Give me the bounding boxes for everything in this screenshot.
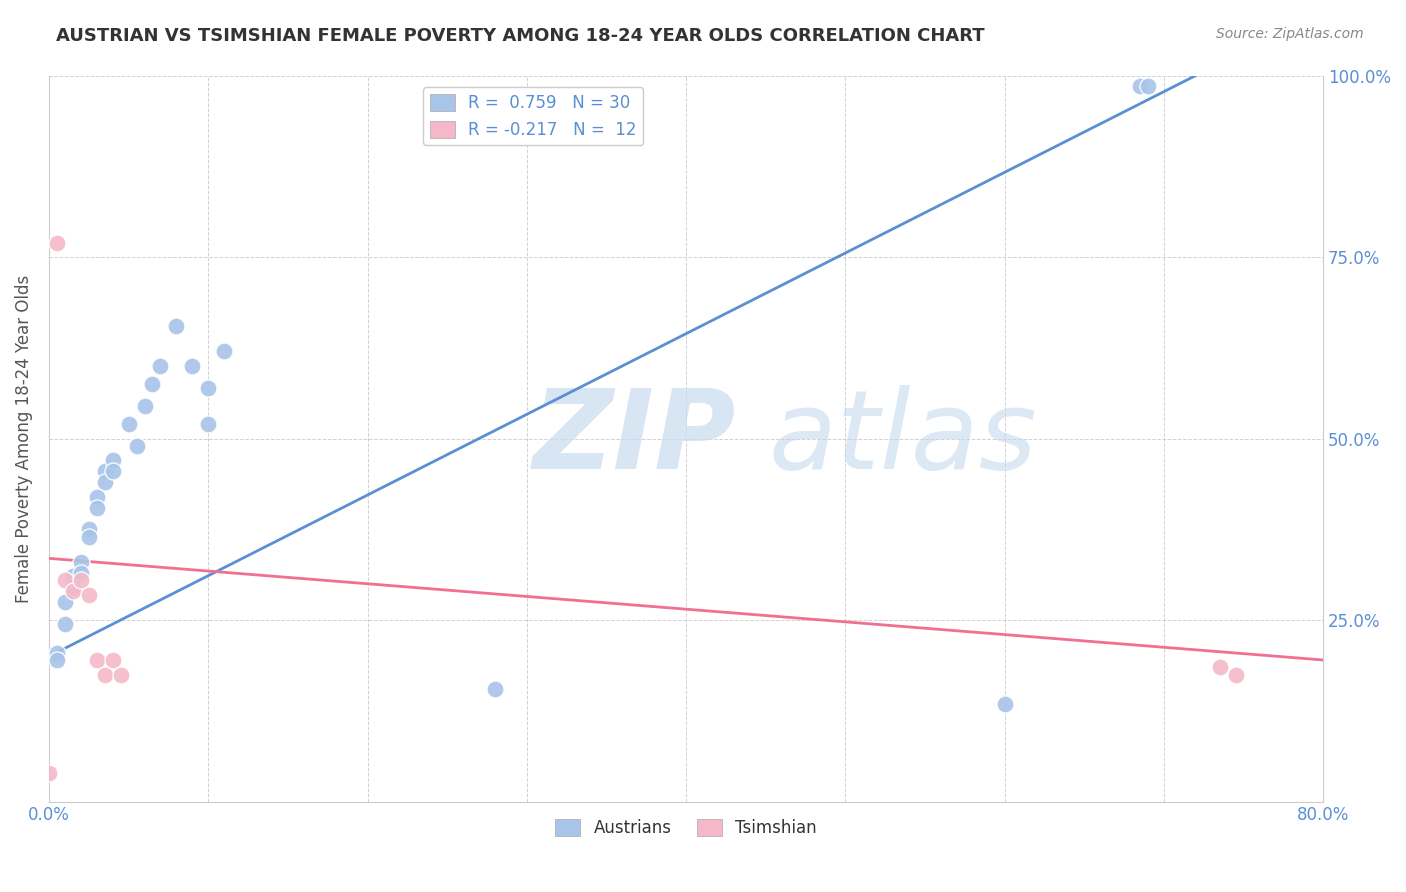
Point <box>197 381 219 395</box>
Point <box>45 646 67 660</box>
Y-axis label: Female Poverty Among 18-24 Year Olds: Female Poverty Among 18-24 Year Olds <box>15 275 32 603</box>
Point <box>134 399 156 413</box>
Point <box>77 530 100 544</box>
Point <box>77 588 100 602</box>
Point <box>165 318 187 333</box>
Point <box>69 566 91 580</box>
Point <box>149 359 172 373</box>
Point <box>86 490 108 504</box>
Point <box>62 584 84 599</box>
Point <box>53 616 76 631</box>
Point <box>77 522 100 536</box>
Point <box>45 235 67 250</box>
Point <box>62 581 84 595</box>
Point <box>86 500 108 515</box>
Point <box>484 681 506 696</box>
Point <box>117 417 139 431</box>
Point <box>181 359 204 373</box>
Point <box>53 573 76 587</box>
Point <box>141 377 163 392</box>
Point <box>1136 79 1159 94</box>
Text: ZIP: ZIP <box>533 385 737 492</box>
Text: atlas: atlas <box>769 385 1038 492</box>
Point <box>212 344 235 359</box>
Text: Source: ZipAtlas.com: Source: ZipAtlas.com <box>1216 27 1364 41</box>
Point <box>45 653 67 667</box>
Point <box>1225 667 1247 681</box>
Text: AUSTRIAN VS TSIMSHIAN FEMALE POVERTY AMONG 18-24 YEAR OLDS CORRELATION CHART: AUSTRIAN VS TSIMSHIAN FEMALE POVERTY AMO… <box>56 27 984 45</box>
Point <box>38 765 60 780</box>
Point <box>125 439 148 453</box>
Legend: Austrians, Tsimshian: Austrians, Tsimshian <box>548 813 824 844</box>
Point <box>53 595 76 609</box>
Point <box>110 667 132 681</box>
Point <box>101 453 124 467</box>
Point <box>93 667 115 681</box>
Point <box>93 464 115 478</box>
Point <box>101 653 124 667</box>
Point <box>1208 660 1230 674</box>
Point <box>994 697 1017 711</box>
Point <box>101 464 124 478</box>
Point <box>69 555 91 569</box>
Point <box>86 653 108 667</box>
Point <box>1129 79 1152 94</box>
Point <box>69 573 91 587</box>
Point <box>197 417 219 431</box>
Point <box>62 569 84 583</box>
Point <box>93 475 115 489</box>
